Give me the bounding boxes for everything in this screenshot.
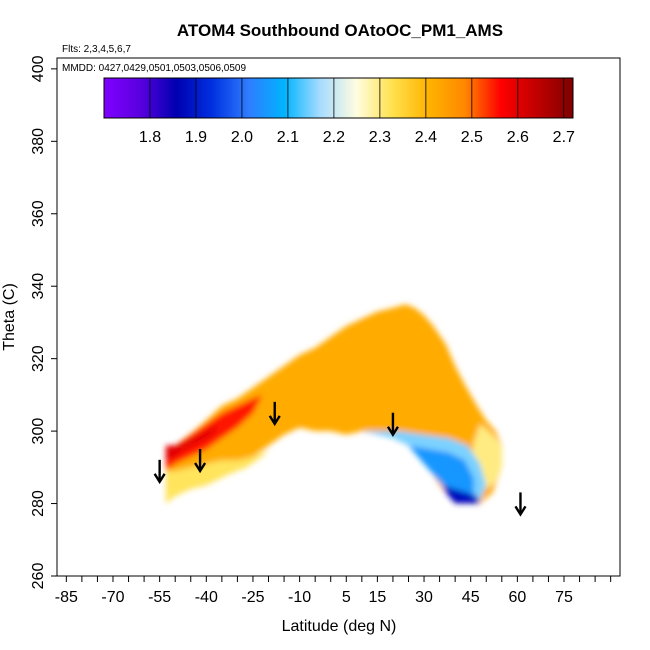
heatmap-field-group bbox=[165, 304, 502, 504]
x-axis-tick-label: 60 bbox=[508, 589, 526, 606]
x-axis-tick-label: 15 bbox=[368, 589, 386, 606]
x-axis-tick-label: -55 bbox=[148, 589, 171, 606]
x-axis-label: Latitude (deg N) bbox=[282, 618, 397, 635]
colorbar-tick-label: 2.1 bbox=[277, 129, 299, 146]
flight-arrow bbox=[194, 448, 207, 474]
colorbar-tick-label: 2.0 bbox=[231, 129, 253, 146]
colorbar-tick-label: 2.4 bbox=[415, 129, 437, 146]
y-axis-tick-label: 260 bbox=[30, 563, 47, 590]
y-axis-tick-label: 340 bbox=[30, 273, 47, 300]
y-axis-tick-label: 320 bbox=[30, 345, 47, 372]
colorbar-tick-label: 2.7 bbox=[553, 129, 575, 146]
heatmap-field-red bbox=[165, 423, 219, 461]
colorbar-tick-label: 2.6 bbox=[507, 129, 529, 146]
flight-arrow bbox=[268, 401, 281, 427]
x-axis-tick-label: -85 bbox=[55, 589, 78, 606]
x-axis-tick-label: -10 bbox=[288, 589, 311, 606]
heatmap-field-yellow-band bbox=[165, 449, 269, 504]
colorbar-bar bbox=[103, 77, 574, 119]
x-axis-tick-label: 75 bbox=[555, 589, 573, 606]
x-axis-tick-label: -40 bbox=[195, 589, 218, 606]
colorbar-tick-label: 2.2 bbox=[323, 129, 345, 146]
dates-note: MMDD: 0427,0429,0501,0503,0506,0509 bbox=[62, 63, 246, 74]
heatmap-fields bbox=[165, 304, 502, 504]
x-axis-tick-label: 30 bbox=[415, 589, 433, 606]
heatmap-field-red-orange bbox=[165, 394, 263, 471]
colorbar: 1.8 1.9 2.0 2.1 2.2 2.3 2.4 2.5 2.6 2.7 bbox=[103, 77, 575, 146]
colorbar-tick-label: 1.8 bbox=[139, 129, 161, 146]
flight-arrow bbox=[386, 412, 399, 437]
y-axis-tick-label: 380 bbox=[30, 128, 47, 155]
x-axis-tick-label: -70 bbox=[101, 589, 124, 606]
flight-arrows bbox=[153, 401, 527, 517]
flight-arrow bbox=[153, 459, 166, 485]
colorbar-tick-label: 2.3 bbox=[369, 129, 391, 146]
x-axis-tick-label: 45 bbox=[462, 589, 480, 606]
x-axis: -85 -70 -55 -40 -25 -10 5 15 30 45 60 75 bbox=[55, 576, 612, 606]
flight-arrow bbox=[514, 492, 527, 517]
y-axis-tick-label: 360 bbox=[30, 200, 47, 227]
y-axis-tick-label: 280 bbox=[30, 490, 47, 517]
colorbar-tick-label: 1.9 bbox=[185, 129, 207, 146]
chart-title: ATOM4 Southbound OAtoOC_PM1_AMS bbox=[177, 21, 503, 40]
y-axis-label: Theta (C) bbox=[1, 283, 18, 351]
plot-frame bbox=[56, 57, 621, 577]
y-axis: 260 280 300 320 340 360 380 400 bbox=[30, 55, 57, 589]
colorbar-tick-label: 2.5 bbox=[461, 129, 483, 146]
x-axis-tick-label: -25 bbox=[241, 589, 264, 606]
heatmap-field-blue bbox=[408, 445, 474, 500]
heatmap-field-dark-blue bbox=[442, 485, 480, 504]
flights-note: Flts: 2,3,4,5,6,7 bbox=[62, 44, 131, 55]
x-axis-tick-label: 5 bbox=[342, 589, 351, 606]
y-axis-tick-label: 300 bbox=[30, 418, 47, 445]
y-axis-tick-label: 400 bbox=[30, 55, 47, 82]
colorbar-ticks: 1.8 1.9 2.0 2.1 2.2 2.3 2.4 2.5 2.6 2.7 bbox=[139, 78, 575, 146]
